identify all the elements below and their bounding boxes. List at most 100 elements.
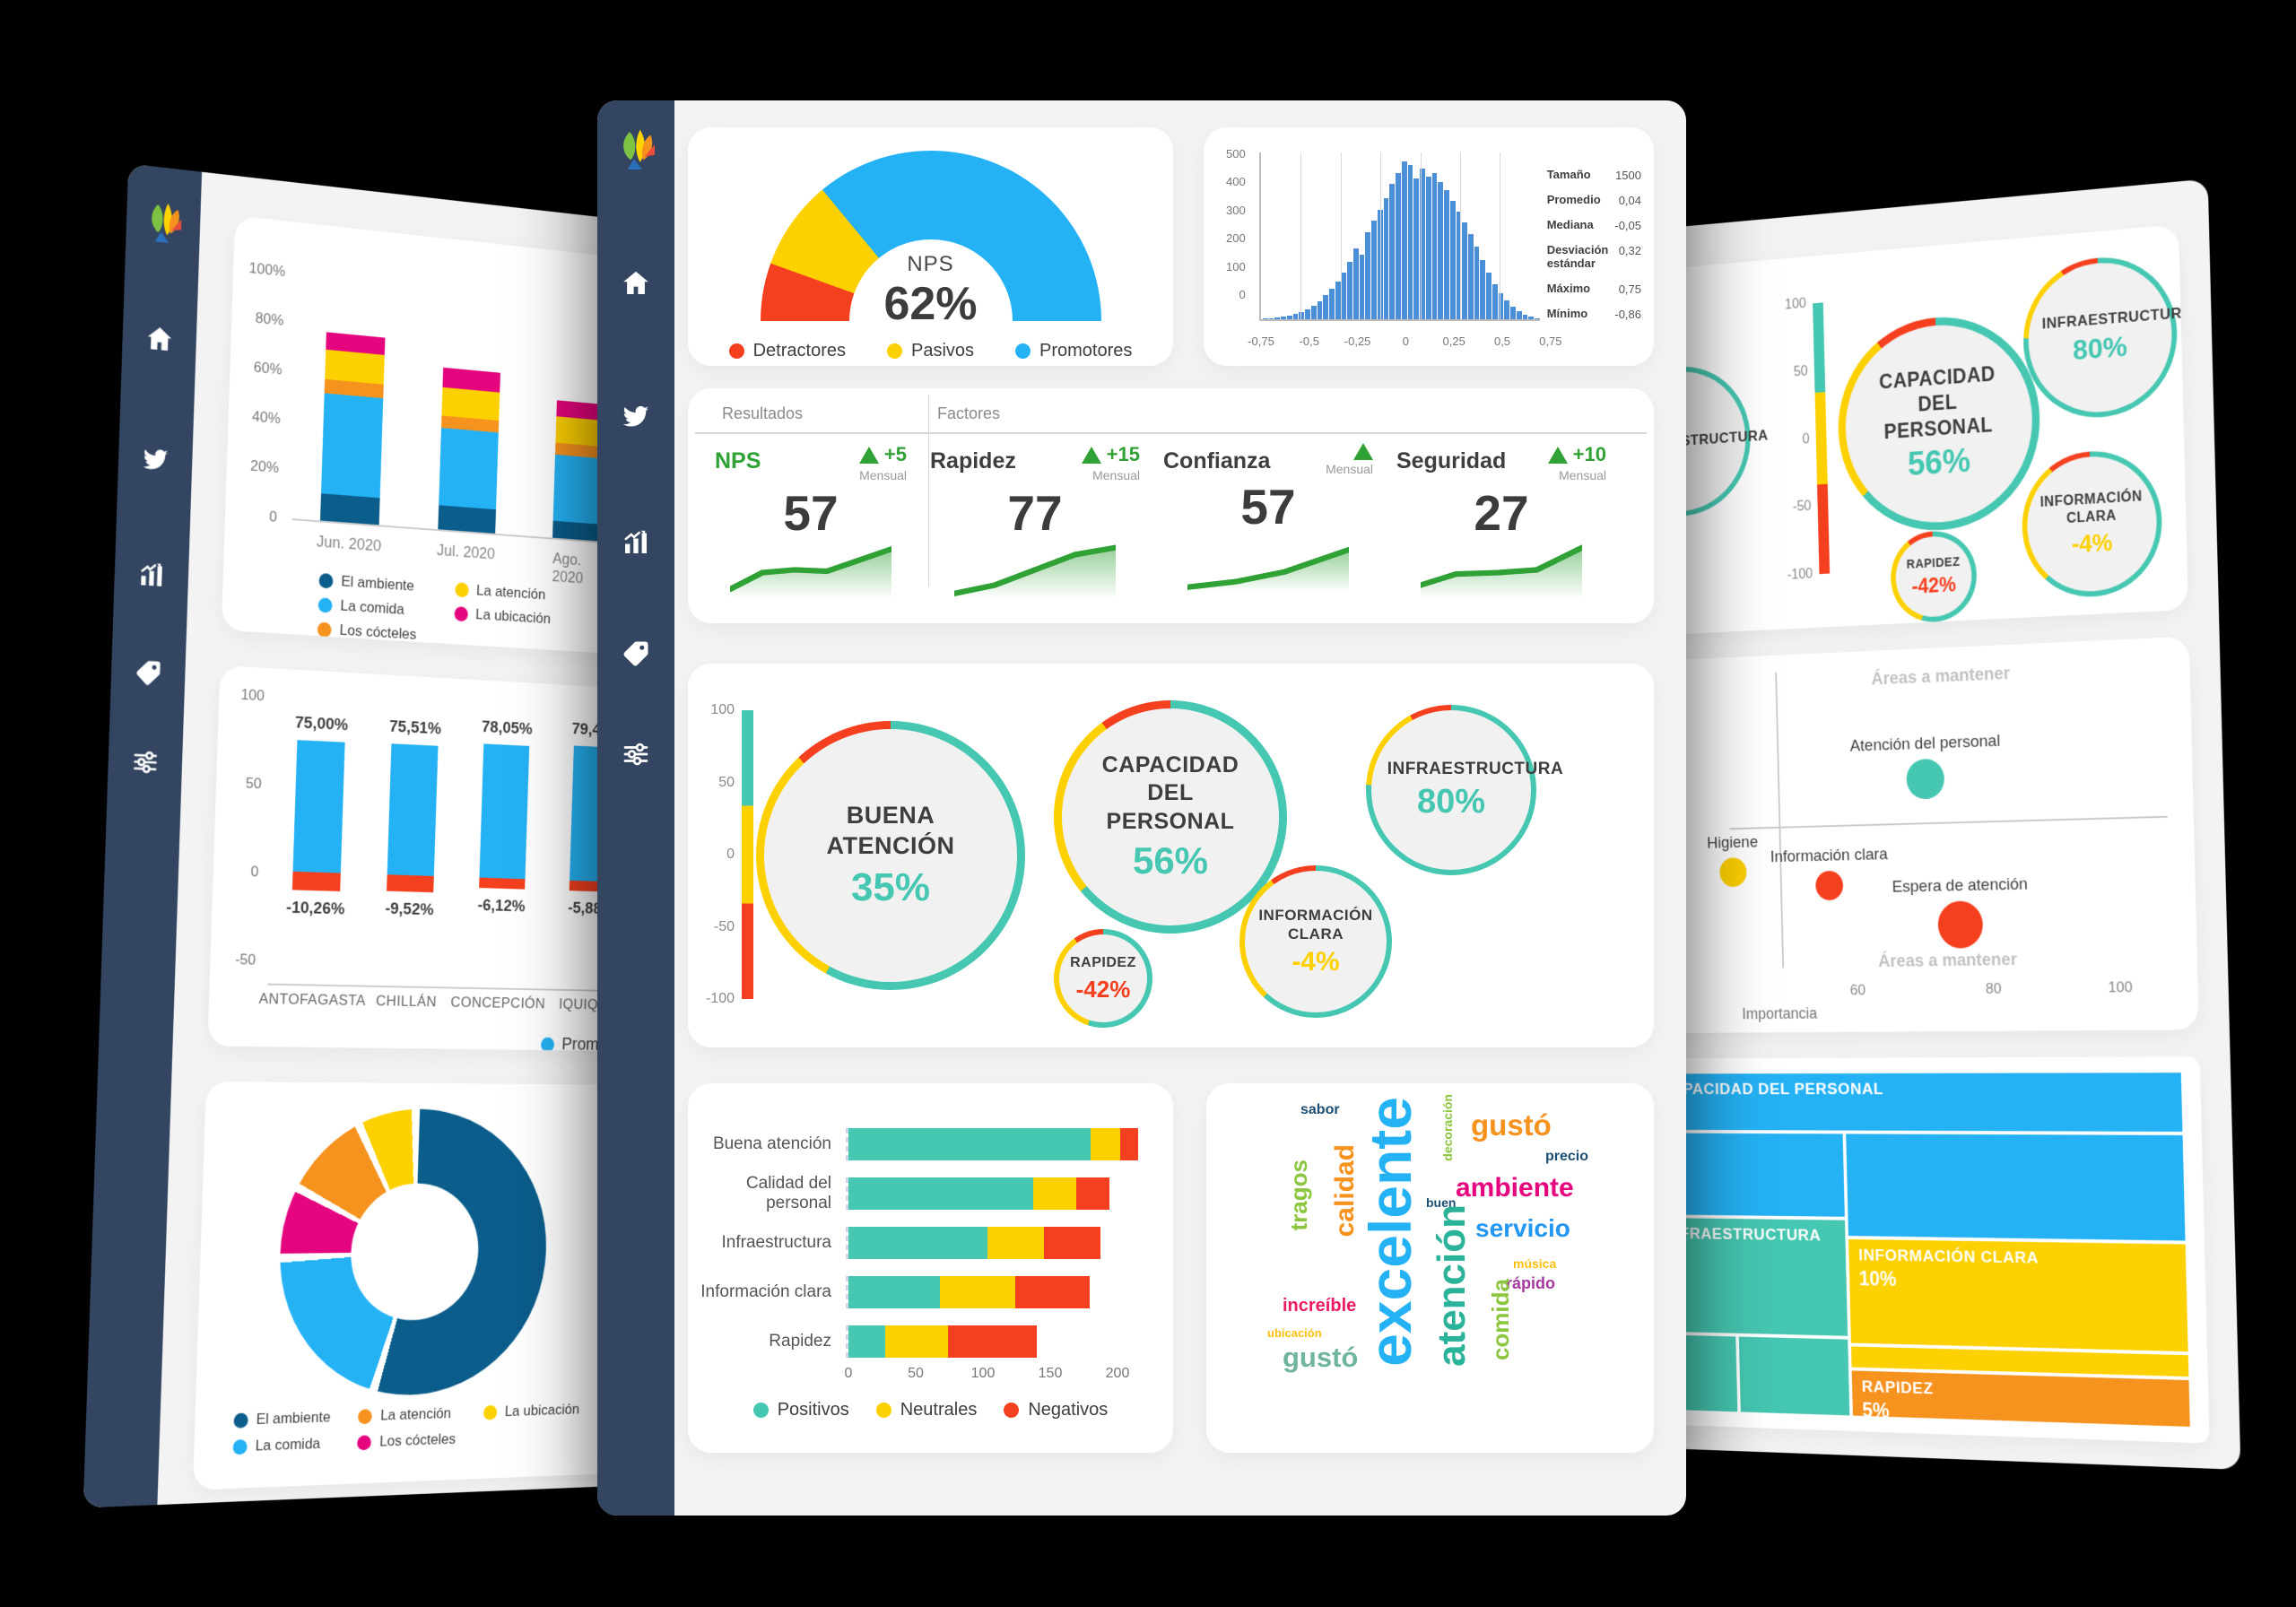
kpi-delta-row: +15	[1082, 443, 1140, 466]
factor-bubble-value: -4%	[2071, 528, 2112, 558]
stat-value: 0,04	[1619, 194, 1641, 207]
histogram-bar	[1517, 311, 1522, 319]
histogram-bar	[1450, 201, 1456, 319]
legend-label: Positivos	[778, 1400, 849, 1420]
sidebar-item-bird[interactable]	[620, 400, 652, 432]
kpi-period: Mensual	[1082, 468, 1140, 482]
factor-bubble-value: 56%	[1908, 442, 1971, 483]
hbar-category: Información clara	[697, 1282, 846, 1302]
legend-label: La ubicación	[505, 1401, 580, 1420]
stat-value: -0,86	[1614, 308, 1641, 321]
stat-value: 0,32	[1619, 244, 1641, 271]
kpi-rapidez: Rapidez +15 Mensual 77	[930, 443, 1163, 599]
city-bar-positive	[293, 740, 345, 873]
histogram-gridline	[1380, 152, 1381, 319]
stat-label: Máximo	[1547, 282, 1590, 296]
sidebar-item-bird[interactable]	[140, 442, 172, 476]
bubble-scale-bar	[742, 710, 753, 999]
legend-label: La atención	[380, 1405, 452, 1425]
legend-label: La comida	[340, 597, 404, 619]
histogram-bar	[1323, 295, 1328, 319]
factor-bubble: BUENA ATENCIÓN 35%	[756, 721, 1025, 990]
sidebar-item-bar-chart[interactable]	[135, 558, 168, 592]
kpi-card: Resultados Factores NPS +5 Mensual 57 Rapidez +…	[688, 388, 1654, 623]
city-x-label: CHILLÁN	[376, 993, 437, 1011]
sidebar-item-bar-chart[interactable]	[620, 526, 652, 559]
word-cloud-word: servicio	[1475, 1216, 1570, 1241]
kpi-label: Confianza	[1163, 448, 1270, 474]
kpi-group-right: Factores	[937, 404, 1620, 423]
histogram-gridline	[1421, 152, 1422, 319]
city-bar-negative	[387, 874, 434, 892]
kpi-value: 77	[930, 484, 1140, 542]
brand-logo	[611, 126, 661, 176]
city-x-label: ANTOFAGASTA	[258, 990, 366, 1010]
stat-label: Desviación estándar	[1547, 244, 1603, 271]
legend-label: La atención	[476, 582, 546, 604]
home-icon	[144, 322, 176, 357]
tag-icon	[133, 656, 165, 691]
legend-dot	[454, 606, 468, 621]
legend-label: Pasivos	[911, 341, 974, 361]
hbar-segment-neutrales	[885, 1325, 949, 1358]
sidebar-item-sliders[interactable]	[620, 738, 652, 770]
treemap-rect: RAPIDEZ 5%	[1850, 1368, 2192, 1429]
nps-gauge: NPS 62%	[761, 151, 1101, 321]
treemap-rect	[1737, 1335, 1851, 1418]
kpi-top: Seguridad +10 Mensual	[1396, 443, 1606, 482]
kpi-grid: NPS +5 Mensual 57 Rapidez +15 Mensual 77 Confian…	[688, 434, 1654, 599]
word-cloud-word: ambiente	[1456, 1175, 1574, 1202]
bird-icon	[620, 400, 652, 432]
kpi-sparkline	[954, 543, 1116, 599]
factor-bubble-inner: INFORMACIÓN CLARA -4%	[1245, 871, 1387, 1012]
histogram-bar	[1528, 317, 1534, 319]
treemap-label: INFRAESTRUCTURA	[1664, 1225, 1835, 1247]
word-cloud-word: tragos	[1287, 1160, 1310, 1230]
legend-dot	[318, 572, 333, 588]
city-neg-label: -10,26%	[286, 898, 345, 918]
stat-row: Tamaño 1500	[1547, 169, 1641, 182]
legend-item: La atención	[358, 1401, 457, 1429]
legend-label: Negativos	[1028, 1400, 1108, 1420]
histogram-bar	[1432, 173, 1438, 319]
legend-label: El ambiente	[256, 1409, 331, 1429]
hbar-row: Buena atención	[697, 1119, 1164, 1168]
brand-logo-icon	[139, 196, 188, 251]
treemap-card: CAPACIDAD DEL PERSONAL INFRAESTRUCTURA INF…	[1633, 1056, 2209, 1443]
histogram-x-tick: -0,5	[1300, 334, 1319, 348]
word-cloud: sabor excelente decoración gustó precio trago…	[1206, 1083, 1654, 1453]
columns-x-label: Jun. 2020	[317, 533, 382, 556]
bar-chart-icon	[135, 558, 168, 592]
legend-dot	[876, 1403, 891, 1418]
histogram-bar	[1353, 248, 1359, 319]
gauge-legend: Detractores Pasivos Promotores	[688, 341, 1173, 361]
bubble-scale-tick: 100	[695, 702, 735, 718]
sidebar-item-tag[interactable]	[133, 656, 165, 691]
kpi-sparkline	[1187, 537, 1349, 593]
scatter-point	[1937, 900, 1983, 948]
bubble-scale-tick: -50	[695, 919, 735, 935]
sidebar-item-home[interactable]	[620, 267, 652, 300]
histogram-bar	[1426, 177, 1431, 319]
factor-bubble-name: INFORMACIÓN CLARA	[1258, 906, 1373, 944]
factor-bubble-inner: INFRAESTRUCTURA 80%	[2027, 257, 2174, 417]
histogram-bar	[1402, 161, 1407, 319]
hbar-track	[846, 1128, 1144, 1160]
legend-item: La comida	[232, 1430, 330, 1460]
city-bar-positive	[479, 743, 529, 879]
city-bar-negative	[479, 878, 525, 890]
hbar-segment-negativos	[1076, 1177, 1110, 1210]
bubble-scale-tick: -50	[1776, 499, 1812, 517]
column-stack	[438, 368, 500, 534]
sidebar-item-tag[interactable]	[620, 638, 652, 670]
sidebar-item-sliders[interactable]	[129, 745, 161, 778]
histogram-bar	[1438, 182, 1443, 319]
trend-up-icon	[1082, 447, 1101, 464]
word-cloud-word: gustó	[1471, 1110, 1552, 1140]
legend-item: Neutrales	[876, 1400, 978, 1420]
histogram-bar	[1342, 273, 1347, 319]
factor-bubble-inner: RAPIDEZ -42%	[1895, 534, 1973, 619]
kpi-label: NPS	[715, 448, 761, 474]
sidebar-item-home[interactable]	[144, 322, 176, 357]
histogram-bar	[1444, 190, 1449, 319]
